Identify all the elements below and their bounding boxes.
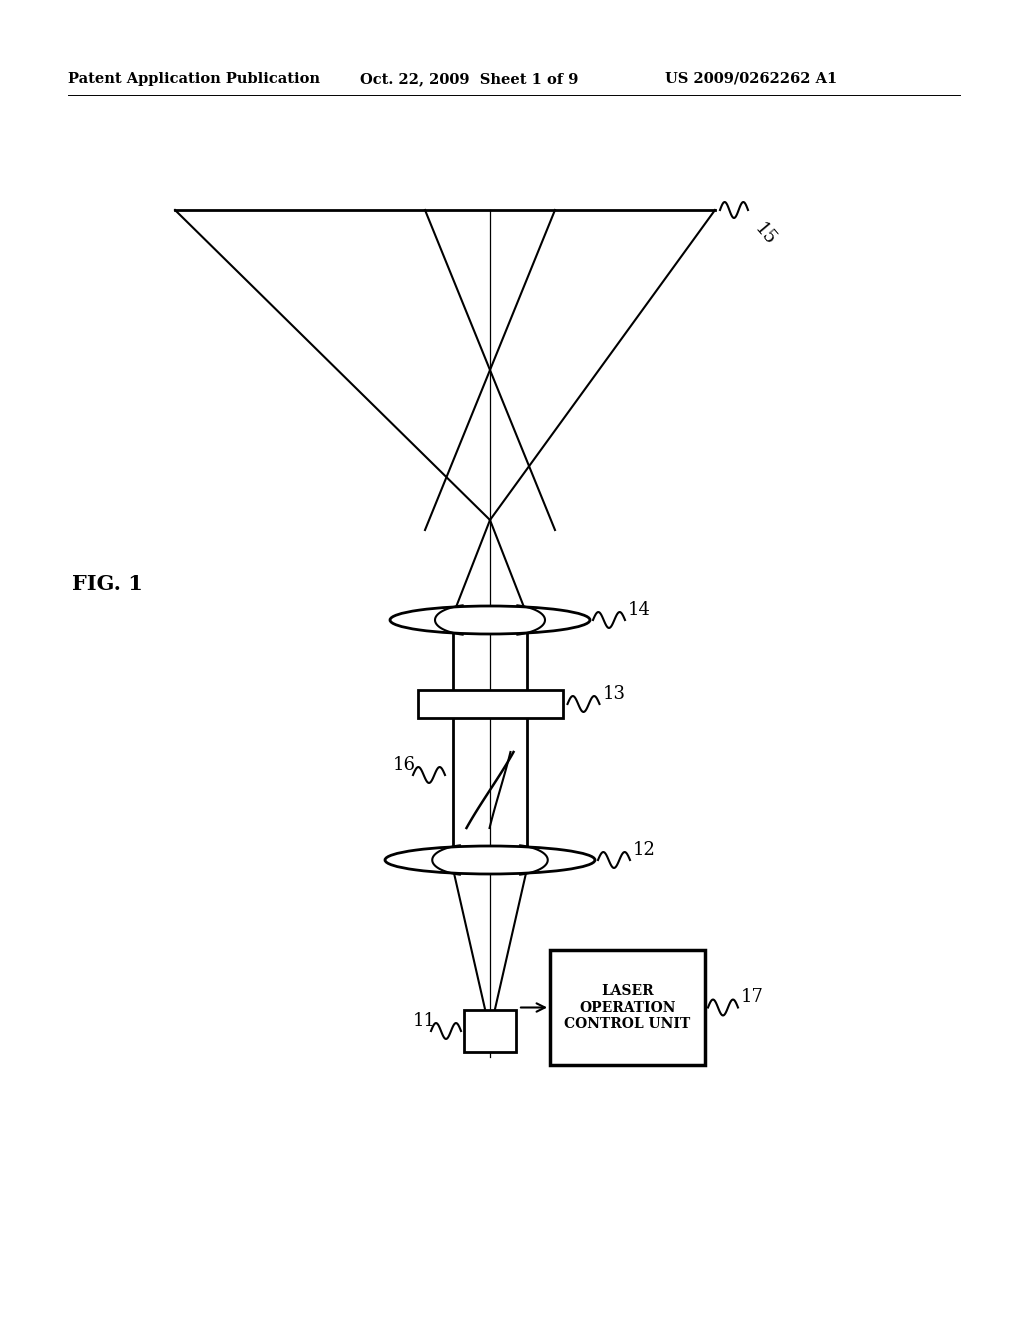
Text: Patent Application Publication: Patent Application Publication <box>68 73 319 86</box>
Text: 11: 11 <box>413 1012 436 1030</box>
Text: Oct. 22, 2009  Sheet 1 of 9: Oct. 22, 2009 Sheet 1 of 9 <box>360 73 579 86</box>
Bar <box>550 950 705 1065</box>
Text: 17: 17 <box>741 989 764 1006</box>
Bar <box>464 1010 516 1052</box>
Text: FIG. 1: FIG. 1 <box>72 574 143 594</box>
Text: 14: 14 <box>628 601 651 619</box>
Bar <box>418 690 562 718</box>
Ellipse shape <box>385 846 595 874</box>
Ellipse shape <box>390 606 590 634</box>
Text: 12: 12 <box>633 841 656 859</box>
Text: LASER
OPERATION
CONTROL UNIT: LASER OPERATION CONTROL UNIT <box>564 985 690 1031</box>
Text: 13: 13 <box>602 685 626 704</box>
Text: US 2009/0262262 A1: US 2009/0262262 A1 <box>665 73 838 86</box>
Text: 16: 16 <box>393 756 416 774</box>
Text: 15: 15 <box>751 220 779 249</box>
